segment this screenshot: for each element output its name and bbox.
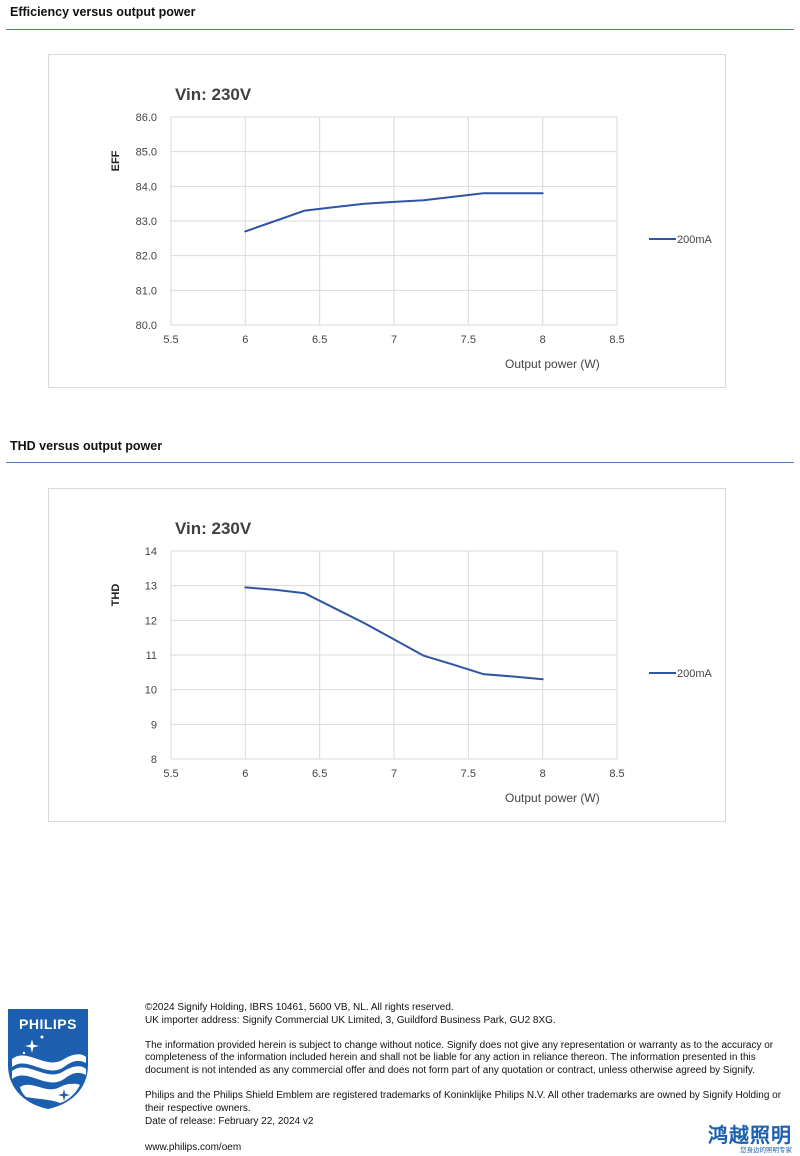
thd-y-tick-label: 9 (151, 719, 157, 731)
footer-disclaimer: The information provided herein is subje… (145, 1039, 774, 1077)
footer-website[interactable]: www.philips.com/oem (145, 1142, 242, 1154)
eff-y-axis-label: EFF (110, 150, 122, 171)
eff-y-tick-label: 82.0 (136, 251, 157, 263)
eff-x-axis-label: Output power (W) (505, 357, 600, 371)
philips-shield-logo: PHILIPS (6, 1007, 90, 1111)
thd-y-axis-label: THD (110, 584, 122, 607)
thd-chart-svg: 8 9 10 11 12 13 14 5.5 6 6.5 7 7.5 8 8.5 Vin: 230V THD O… (110, 519, 713, 805)
eff-x-tick-label: 8.5 (609, 334, 624, 346)
eff-x-tick-label: 5.5 (163, 334, 178, 346)
footer-release-date: Date of release: February 22, 2024 v2 (145, 1115, 314, 1127)
eff-x-tick-label: 6 (242, 334, 248, 346)
thd-y-tick-label: 8 (151, 754, 157, 766)
thd-series-line (244, 586, 544, 681)
brand-name: 鸿越照明 (708, 1123, 792, 1147)
eff-series-line (244, 192, 544, 233)
brand-watermark: 鸿越照明 您身边的照明专家 (708, 1124, 792, 1154)
efficiency-chart-svg: 80.0 81.0 82.0 83.0 84.0 85.0 86.0 5.5 6 6.5 7 7.5 8… (110, 85, 713, 371)
eff-y-tick-label: 80.0 (136, 320, 157, 332)
thd-y-tick-label: 10 (145, 685, 157, 697)
section-title-efficiency: Efficiency versus output power (10, 5, 196, 19)
eff-y-tick-label: 81.0 (136, 285, 157, 297)
thd-x-tick-label: 8.5 (609, 768, 624, 780)
thd-x-tick-label: 5.5 (163, 768, 178, 780)
thd-x-axis-label: Output power (W) (505, 791, 600, 805)
thd-x-tick-label: 7.5 (461, 768, 476, 780)
section-divider (6, 462, 794, 463)
thd-y-tick-label: 14 (145, 546, 157, 558)
footer-trademarks: Philips and the Philips Shield Emblem ar… (145, 1089, 782, 1114)
thd-x-tick-label: 8 (540, 768, 546, 780)
thd-y-tick-label: 12 (145, 615, 157, 627)
thd-x-tick-label: 6 (242, 768, 248, 780)
eff-y-tick-label: 83.0 (136, 216, 157, 228)
thd-title: Vin: 230V (175, 519, 252, 538)
efficiency-chart: 80.0 81.0 82.0 83.0 84.0 85.0 86.0 5.5 6 6.5 7 7.5 8… (48, 54, 726, 388)
brand-tagline: 您身边的照明专家 (740, 1146, 792, 1154)
footer-legal: ©2024 Signify Holding, IBRS 10461, 5600 … (145, 1002, 790, 1155)
eff-y-tick-label: 86.0 (136, 112, 157, 124)
thd-legend-label: 200mA (677, 668, 713, 680)
section-title-thd: THD versus output power (10, 439, 163, 453)
eff-title: Vin: 230V (175, 85, 252, 104)
eff-x-tick-label: 7 (391, 334, 397, 346)
footer-importer: UK importer address: Signify Commercial … (145, 1014, 556, 1026)
thd-x-tick-label: 6.5 (312, 768, 327, 780)
footer-copyright: ©2024 Signify Holding, IBRS 10461, 5600 … (145, 1002, 454, 1013)
eff-legend-label: 200mA (677, 234, 713, 246)
eff-x-tick-label: 7.5 (461, 334, 476, 346)
eff-y-tick-label: 84.0 (136, 181, 157, 193)
eff-y-tick-label: 85.0 (136, 147, 157, 159)
svg-text:PHILIPS: PHILIPS (19, 1016, 77, 1032)
eff-x-tick-label: 6.5 (312, 334, 327, 346)
eff-x-tick-label: 8 (540, 334, 546, 346)
section-divider (6, 29, 794, 30)
thd-y-tick-label: 13 (145, 581, 157, 593)
thd-chart: 8 9 10 11 12 13 14 5.5 6 6.5 7 7.5 8 8.5 Vin: 230V THD O… (48, 488, 726, 822)
thd-x-tick-label: 7 (391, 768, 397, 780)
thd-y-tick-label: 11 (146, 650, 157, 662)
